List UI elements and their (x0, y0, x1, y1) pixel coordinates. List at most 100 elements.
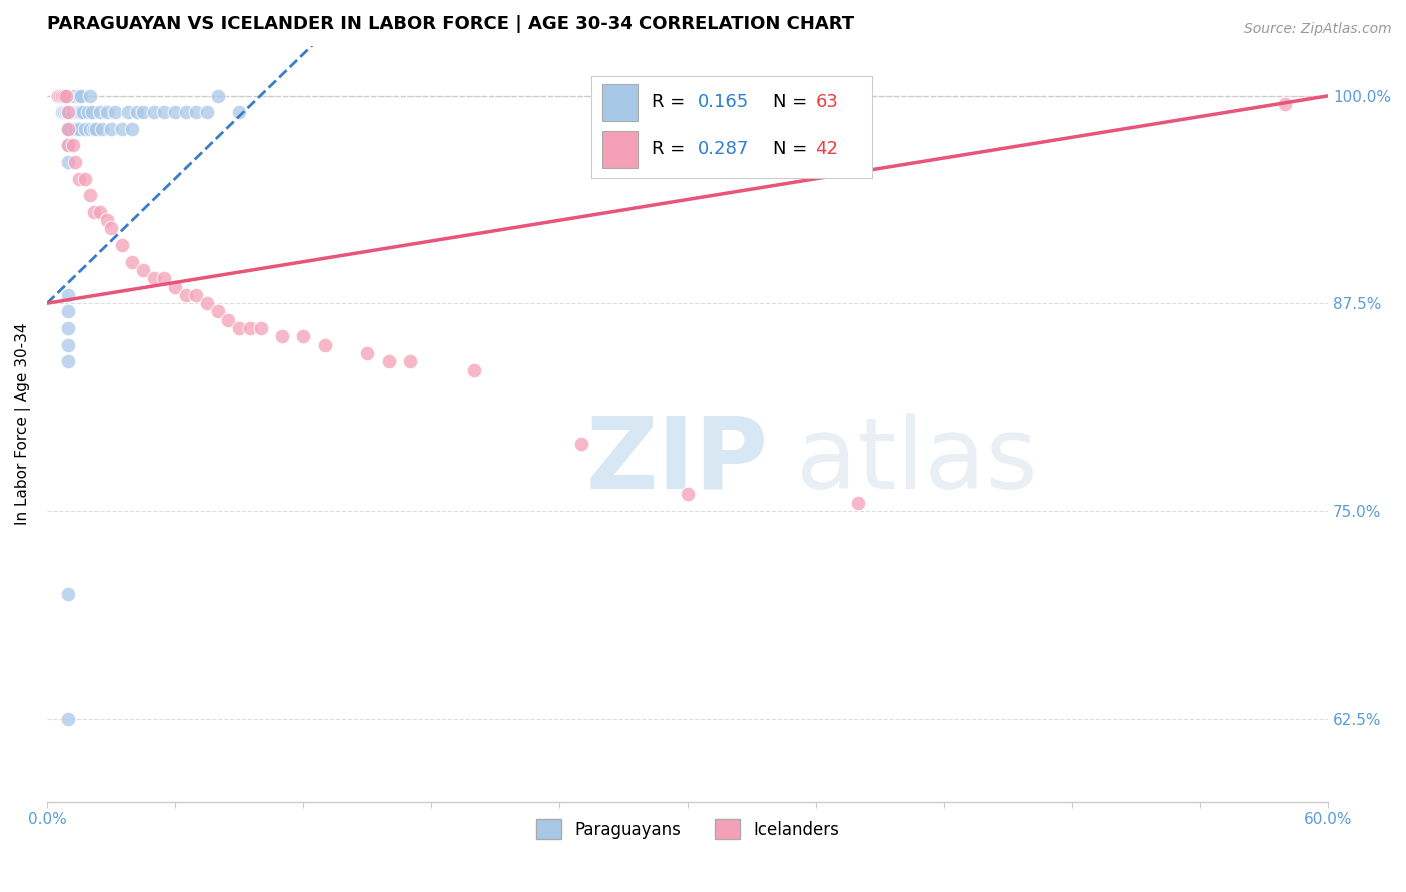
Point (53, 88, 76, 103)
Text: 0.287: 0.287 (697, 140, 749, 158)
Point (217, 313, 239, 327)
Point (165, 105, 187, 120)
Point (174, 105, 197, 120)
Point (58, 155, 80, 169)
Point (153, 271, 176, 285)
Point (153, 105, 176, 120)
Point (58, 121, 80, 136)
Point (79, 121, 101, 136)
Point (55, 88, 77, 103)
Point (186, 288, 208, 302)
Point (239, 321, 262, 335)
Point (132, 105, 155, 120)
Point (186, 105, 208, 120)
Point (58, 121, 80, 136)
Point (67, 121, 90, 136)
Point (63, 155, 86, 169)
Point (848, 495, 870, 509)
Point (51, 105, 73, 120)
Point (195, 296, 218, 310)
Point (55, 88, 77, 103)
Point (356, 346, 378, 360)
Point (121, 121, 143, 136)
FancyBboxPatch shape (602, 131, 638, 168)
Text: N =: N = (773, 93, 813, 111)
Point (58, 105, 80, 120)
Point (58, 88, 80, 103)
Point (58, 138, 80, 153)
Point (1274, 96, 1296, 111)
Legend: Paraguayans, Icelanders: Paraguayans, Icelanders (530, 813, 845, 847)
Point (49, 88, 72, 103)
Point (569, 437, 592, 451)
Point (89, 204, 111, 219)
Text: PARAGUAYAN VS ICELANDER IN LABOR FORCE | AGE 30-34 CORRELATION CHART: PARAGUAYAN VS ICELANDER IN LABOR FORCE |… (46, 15, 853, 33)
Point (58, 587, 80, 601)
Point (91, 121, 114, 136)
Text: 42: 42 (815, 140, 838, 158)
Point (58, 337, 80, 351)
Point (228, 321, 250, 335)
Point (63, 88, 86, 103)
Point (111, 238, 134, 252)
Point (58, 288, 80, 302)
Point (207, 88, 229, 103)
Point (100, 221, 122, 235)
Point (100, 121, 122, 136)
Point (58, 354, 80, 368)
Point (76, 105, 98, 120)
Point (463, 362, 485, 376)
Point (79, 88, 101, 103)
Point (79, 188, 101, 202)
Point (62, 105, 84, 120)
Point (132, 263, 155, 277)
Text: atlas: atlas (796, 413, 1038, 510)
Point (53, 88, 76, 103)
Text: N =: N = (773, 140, 813, 158)
Point (314, 337, 336, 351)
Point (292, 329, 315, 343)
Point (228, 105, 250, 120)
Point (80, 105, 103, 120)
Point (270, 329, 292, 343)
Point (51, 88, 73, 103)
Point (58, 105, 80, 120)
Point (377, 354, 399, 368)
Point (142, 105, 165, 120)
Point (58, 304, 80, 318)
Point (70, 105, 93, 120)
Text: ZIP: ZIP (585, 413, 768, 510)
Text: 63: 63 (815, 93, 838, 111)
Point (96, 105, 118, 120)
Point (58, 88, 80, 103)
Point (62, 138, 84, 153)
Point (46, 88, 69, 103)
FancyBboxPatch shape (602, 84, 638, 121)
Point (46, 88, 69, 103)
Point (67, 105, 90, 120)
Text: R =: R = (652, 93, 692, 111)
Point (676, 487, 699, 501)
Point (62, 88, 84, 103)
Text: 0.165: 0.165 (697, 93, 748, 111)
Point (70, 88, 93, 103)
Point (58, 712, 80, 726)
Point (121, 254, 143, 268)
Point (174, 288, 197, 302)
Point (66, 105, 89, 120)
Point (84, 121, 107, 136)
Point (111, 121, 134, 136)
Point (75, 121, 97, 136)
Text: Source: ZipAtlas.com: Source: ZipAtlas.com (1244, 22, 1392, 37)
Point (58, 88, 80, 103)
Point (104, 105, 127, 120)
Point (72, 105, 94, 120)
Point (125, 105, 148, 120)
Point (55, 105, 77, 120)
Point (63, 121, 86, 136)
Point (53, 105, 76, 120)
Point (195, 105, 218, 120)
Point (207, 304, 229, 318)
Point (83, 204, 105, 219)
Point (75, 171, 97, 186)
